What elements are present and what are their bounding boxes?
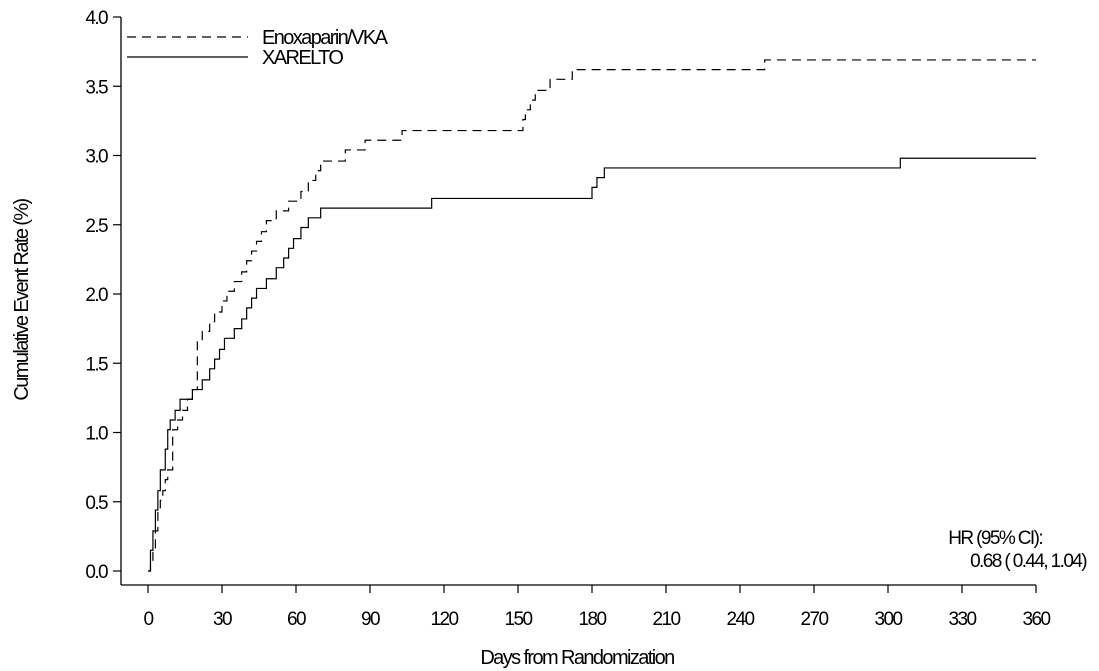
series-line-enoxaparin [148,59,1036,572]
y-tick-label: 1.0 [85,424,108,445]
y-tick-label: 0.5 [85,493,108,514]
x-tick-label: 90 [361,609,380,630]
y-tick-label: 4.0 [85,8,108,29]
y-tick-label: 2.0 [85,285,108,306]
series-line-xarelto [148,157,1036,572]
y-tick-label: 1.5 [85,354,108,375]
x-tick-label: 120 [431,609,459,630]
y-axis-title: Cumulative Event Rate (%) [11,198,33,400]
x-tick-label: 0 [144,609,154,630]
x-ticks: 0 30 60 90 120 150 180 210 240 270 300 330 360 [144,585,1052,630]
hr-annotation-title: HR (95% CI): [948,528,1042,549]
x-tick-label: 180 [579,609,607,630]
x-axis-title: Days from Randomization [480,647,674,669]
x-tick-label: 60 [287,609,306,630]
y-tick-label: 3.5 [85,77,108,98]
y-tick-label: 0.0 [85,562,108,583]
x-tick-label: 360 [1023,609,1051,630]
x-tick-label: 270 [801,609,829,630]
series-layer [148,59,1036,572]
legend-label-xarelto: XARELTO [262,47,343,69]
x-tick-label: 210 [653,609,681,630]
legend-label-enoxaparin: Enoxaparin/VKA [262,27,389,49]
y-tick-label: 3.0 [85,147,108,168]
x-tick-label: 330 [949,609,977,630]
axes: 0.0 0.5 1.0 1.5 2.0 2.5 3.0 3.5 4.0 0 30 60 90 120 15… [85,8,1052,630]
x-tick-label: 150 [505,609,533,630]
y-tick-label: 2.5 [85,216,108,237]
x-tick-label: 300 [875,609,903,630]
legend: Enoxaparin/VKA XARELTO [127,27,390,69]
y-ticks: 0.0 0.5 1.0 1.5 2.0 2.5 3.0 3.5 4.0 [85,8,121,583]
x-tick-label: 240 [727,609,755,630]
hr-annotation-value: 0.68 ( 0.44, 1.04) [970,551,1087,572]
x-tick-label: 30 [213,609,232,630]
